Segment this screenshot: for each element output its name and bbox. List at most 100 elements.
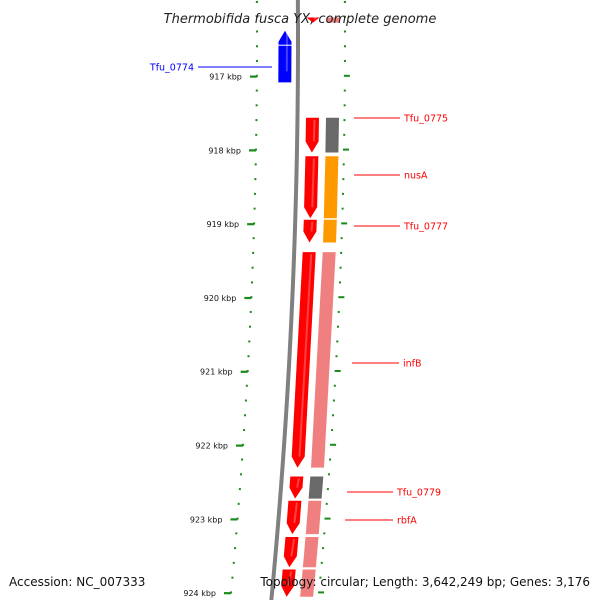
major-tick [244,296,252,300]
minor-tick [343,45,346,48]
gene-unlabeled-8-cog-block [300,569,316,597]
minor-tick [343,30,346,33]
minor-tick [255,104,258,107]
gene-tfu_0779-forward-arrow [289,476,304,499]
gene-tfu_0779-cog-block [308,476,324,499]
minor-tick [255,1,258,3]
major-tick [240,370,248,373]
minor-tick [337,310,340,313]
minor-tick [336,340,339,343]
minor-tick [248,340,251,343]
minor-tick [318,591,325,594]
minor-tick [343,133,346,136]
minor-tick [330,443,337,446]
minor-tick [235,532,238,535]
minor-tick [342,178,345,181]
major-tick [236,444,244,447]
minor-tick [236,517,239,520]
gene-tfu_0775-forward-arrow [305,117,319,153]
gene-highlight [312,119,316,142]
minor-tick [247,355,250,358]
minor-tick [339,266,342,269]
tick-label: 921 kbp [200,368,233,377]
minor-tick [325,502,328,505]
minor-tick [333,384,336,387]
minor-tick [332,399,335,402]
minor-tick [244,414,247,417]
minor-tick [331,429,334,432]
map-title: Thermobifida fusca YX, complete genome [164,12,437,27]
gene-highlight [311,158,315,208]
minor-tick [245,384,248,387]
minor-tick [341,192,344,195]
minor-tick [320,561,323,564]
minor-tick [252,251,255,254]
major-tick [230,518,238,521]
minor-tick [341,207,344,210]
gene-nusa-forward-arrow [304,156,319,219]
minor-tick [254,178,257,181]
major-tick [223,592,231,595]
label-tfu_0775: Tfu_0775 [403,114,448,125]
minor-tick [255,89,258,92]
minor-tick [343,74,350,77]
outer-tick-marks [318,1,350,594]
minor-tick [326,488,329,491]
minor-tick [231,576,234,579]
genome-backbone [269,0,300,600]
topology-text: Topology: circular; Length: 3,642,249 bp… [260,575,590,589]
kbp-scale: 917 kbp 918 kbp 919 kbp 920 kbp 921 kbp 922 k… [183,73,257,598]
minor-tick [342,163,345,166]
minor-tick [253,222,256,225]
gene-highlight [290,538,295,557]
label-nusa: nusA [404,171,428,182]
gene-nusa-cog-block [323,156,339,219]
minor-tick [337,325,340,328]
gene-unlabeled-9-cog-block [326,17,340,23]
minor-tick [243,429,246,432]
inner-tick-marks [230,1,258,594]
gene-highlight [310,221,314,232]
minor-tick [332,414,335,417]
minor-tick [339,281,342,284]
gene-labels: Tfu_0774 Tfu_0775 nusA Tfu_0777 infB Tfu_0779… [149,63,448,527]
minor-tick [237,502,240,505]
minor-tick [251,281,254,284]
gene-features [277,11,340,597]
gene-rbfa-cog-block [305,500,322,535]
minor-tick [335,355,338,358]
minor-tick [334,370,341,372]
minor-tick [338,296,345,299]
minor-tick [329,458,332,461]
minor-tick [255,74,258,77]
minor-tick [253,207,256,210]
minor-tick [254,163,257,166]
minor-tick [234,547,237,550]
gene-tfu_0777-cog-block [323,219,337,243]
gene-unlabeled-7-forward-arrow [283,537,299,568]
minor-tick [249,325,252,328]
gene-infb-cog-block [311,252,336,468]
minor-tick [252,237,255,240]
minor-tick [323,532,326,535]
label-rbfa: rbfA [397,516,417,527]
major-tick [249,75,257,78]
minor-tick [254,148,257,151]
gene-tfu_0775-cog-block [325,117,339,153]
minor-tick [343,104,346,107]
tick-label: 919 kbp [207,220,240,229]
minor-tick [340,251,343,254]
label-tfu_0779: Tfu_0779 [396,488,441,499]
minor-tick [255,45,258,48]
accession-text: Accession: NC_007333 [9,575,146,589]
minor-tick [255,30,258,33]
minor-tick [251,266,254,269]
minor-tick [343,119,346,122]
minor-tick [322,547,325,550]
minor-tick [343,1,346,3]
gene-unlabeled-7-cog-block [302,537,319,568]
tick-label: 920 kbp [204,294,237,303]
tick-label: 918 kbp [208,146,241,155]
minor-tick [238,488,241,491]
